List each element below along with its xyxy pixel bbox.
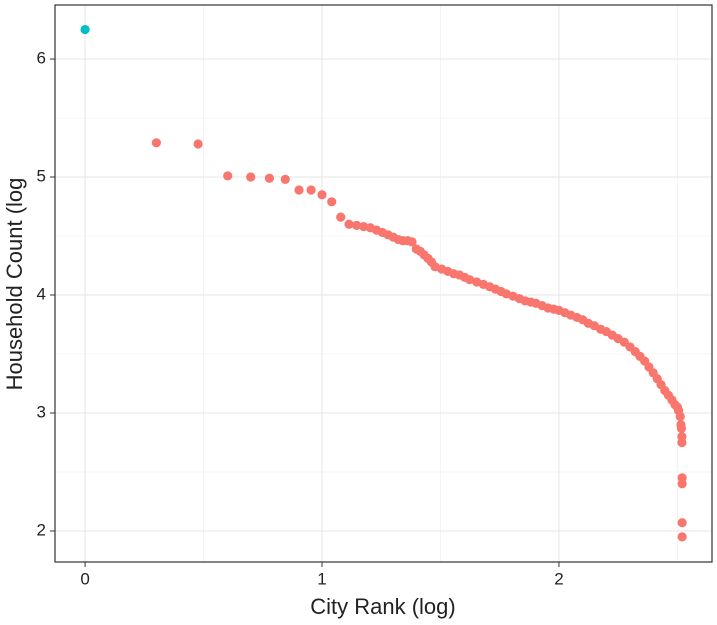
y-tick-label: 3	[37, 402, 46, 421]
point	[407, 237, 417, 247]
point	[306, 185, 316, 195]
point	[677, 532, 687, 542]
x-tick-label: 0	[80, 569, 89, 588]
point	[317, 190, 327, 200]
point	[151, 138, 162, 148]
point	[677, 437, 687, 448]
panel-background	[55, 5, 712, 562]
point	[352, 220, 362, 230]
point	[676, 423, 687, 433]
y-tick-label: 2	[37, 520, 46, 539]
x-tick-label: 2	[554, 569, 563, 588]
y-tick-label: 6	[37, 49, 46, 68]
x-axis-label: City Rank (log)	[310, 594, 455, 619]
panel-border	[54, 4, 713, 563]
point	[193, 139, 203, 149]
y-tick-label: 4	[37, 284, 46, 303]
x-tick-label: 1	[317, 569, 326, 588]
point	[675, 411, 685, 422]
point	[264, 173, 275, 183]
point	[280, 174, 290, 184]
point	[327, 197, 337, 207]
point	[344, 219, 354, 229]
point	[677, 479, 687, 489]
point	[80, 24, 90, 35]
point	[336, 212, 346, 222]
y-axis-label: Household Count (log	[2, 178, 27, 391]
y-tick-label: 5	[37, 167, 46, 186]
points	[80, 24, 687, 542]
axes: 0 1 2 2 3 4 5 6	[37, 49, 564, 589]
point	[246, 172, 256, 182]
point	[294, 185, 304, 195]
point	[465, 275, 475, 285]
point	[677, 518, 687, 528]
point	[223, 171, 233, 181]
